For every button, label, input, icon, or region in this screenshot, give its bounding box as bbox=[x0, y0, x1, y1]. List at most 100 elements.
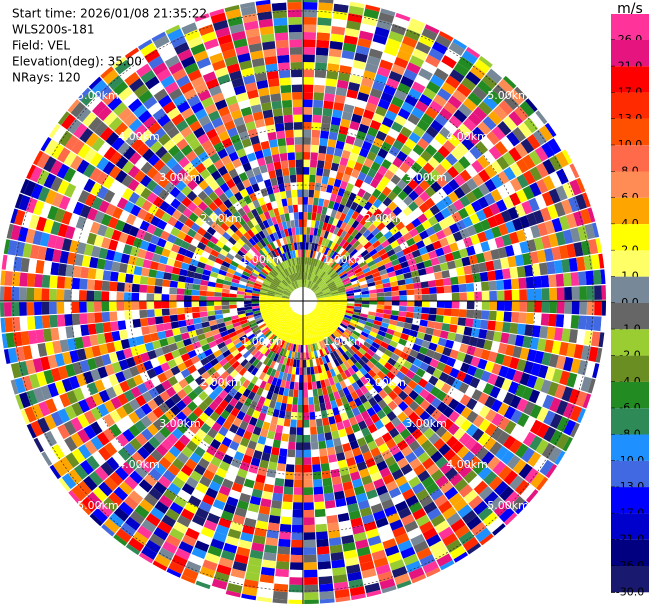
scan-cell bbox=[180, 574, 196, 584]
scan-cell bbox=[323, 230, 330, 239]
scan-cell bbox=[458, 530, 475, 545]
scan-cell bbox=[346, 456, 356, 467]
scan-cell bbox=[563, 419, 577, 436]
scan-cell bbox=[310, 344, 314, 352]
scan-cell bbox=[123, 92, 138, 107]
scan-cell bbox=[256, 3, 272, 14]
scan-cell bbox=[65, 264, 75, 277]
scan-cell bbox=[361, 301, 370, 305]
scan-cell bbox=[237, 264, 246, 271]
scan-cell bbox=[598, 332, 605, 348]
scan-cell bbox=[247, 262, 256, 269]
scan-cell bbox=[278, 284, 286, 290]
scan-cell bbox=[251, 301, 260, 304]
scan-cell bbox=[509, 322, 519, 335]
scan-cell bbox=[472, 401, 484, 415]
scan-cell bbox=[463, 326, 473, 336]
scan-cell bbox=[350, 319, 359, 325]
scan-cell bbox=[463, 489, 478, 504]
scan-cell bbox=[43, 173, 57, 189]
scan-cell bbox=[316, 244, 322, 252]
scan-cell bbox=[432, 546, 449, 561]
scan-cell bbox=[296, 257, 300, 265]
scan-cell bbox=[316, 294, 324, 298]
scan-cell bbox=[369, 144, 381, 155]
scan-cell bbox=[195, 17, 212, 29]
scan-cell bbox=[570, 227, 581, 243]
scan-cell bbox=[192, 406, 204, 418]
scan-cell bbox=[439, 330, 449, 339]
scan-cell bbox=[386, 38, 402, 50]
scan-cell bbox=[109, 409, 122, 423]
scan-cell bbox=[374, 279, 383, 286]
scan-cell bbox=[287, 335, 292, 343]
scan-cell bbox=[316, 334, 321, 343]
scan-cell bbox=[56, 301, 65, 314]
scan-cell bbox=[218, 557, 234, 569]
scan-cell bbox=[240, 106, 253, 117]
scan-cell bbox=[448, 398, 460, 411]
scan-cell bbox=[587, 378, 596, 394]
scan-cell bbox=[147, 102, 162, 116]
scan-cell bbox=[245, 571, 260, 582]
scan-cell bbox=[200, 357, 210, 366]
scan-cell bbox=[209, 357, 219, 367]
scan-cell bbox=[346, 295, 355, 299]
scan-cell bbox=[571, 286, 580, 300]
scan-cell bbox=[283, 317, 290, 324]
scan-cell bbox=[307, 280, 311, 288]
scan-cell bbox=[234, 401, 244, 411]
scan-cell bbox=[359, 506, 373, 518]
scan-cell bbox=[255, 520, 268, 530]
scan-cell bbox=[22, 243, 33, 258]
scan-cell bbox=[425, 243, 435, 253]
scan-cell bbox=[569, 179, 582, 196]
scan-cell bbox=[79, 459, 94, 476]
scan-cell bbox=[458, 464, 472, 478]
scan-cell bbox=[586, 285, 595, 300]
scan-cell bbox=[145, 539, 161, 554]
scan-cell bbox=[249, 495, 262, 506]
scan-cell bbox=[283, 333, 289, 342]
scan-cell bbox=[52, 395, 65, 411]
scan-cell bbox=[43, 328, 53, 342]
colorbar-segment bbox=[611, 197, 649, 225]
scan-cell bbox=[90, 406, 103, 421]
scan-cell bbox=[73, 123, 88, 139]
scan-cell bbox=[304, 599, 319, 604]
scan-cell bbox=[261, 490, 273, 501]
scan-cell bbox=[489, 301, 497, 311]
scan-cell bbox=[577, 360, 589, 376]
scan-cell bbox=[331, 291, 339, 295]
scan-cell bbox=[193, 272, 203, 280]
scan-cell bbox=[245, 240, 254, 249]
scan-cell bbox=[305, 337, 308, 345]
scan-cell bbox=[261, 247, 269, 256]
scan-cell bbox=[278, 538, 291, 548]
scan-cell bbox=[351, 407, 361, 417]
scan-cell bbox=[152, 108, 167, 122]
scan-cell bbox=[193, 144, 205, 157]
scan-cell bbox=[184, 307, 193, 314]
range-ring-label: 1.00km bbox=[241, 253, 283, 266]
scan-cell bbox=[382, 385, 393, 395]
scan-cell bbox=[239, 334, 248, 342]
scan-cell bbox=[338, 520, 352, 530]
scan-cell bbox=[90, 182, 103, 196]
scan-cell bbox=[327, 200, 335, 210]
scan-cell bbox=[247, 35, 262, 46]
scan-cell bbox=[258, 412, 267, 422]
scan-cell bbox=[447, 191, 460, 203]
scan-cell bbox=[453, 498, 468, 512]
scan-cell bbox=[253, 350, 262, 359]
scan-cell bbox=[328, 529, 341, 539]
scan-cell bbox=[108, 512, 125, 528]
scan-cell bbox=[71, 139, 85, 155]
scan-cell bbox=[266, 70, 279, 80]
scan-cell bbox=[220, 330, 229, 338]
scan-cell bbox=[337, 346, 345, 355]
scan-cell bbox=[195, 266, 204, 275]
scan-cell bbox=[477, 358, 488, 370]
scan-cell bbox=[98, 343, 109, 356]
scan-cell bbox=[286, 286, 293, 293]
